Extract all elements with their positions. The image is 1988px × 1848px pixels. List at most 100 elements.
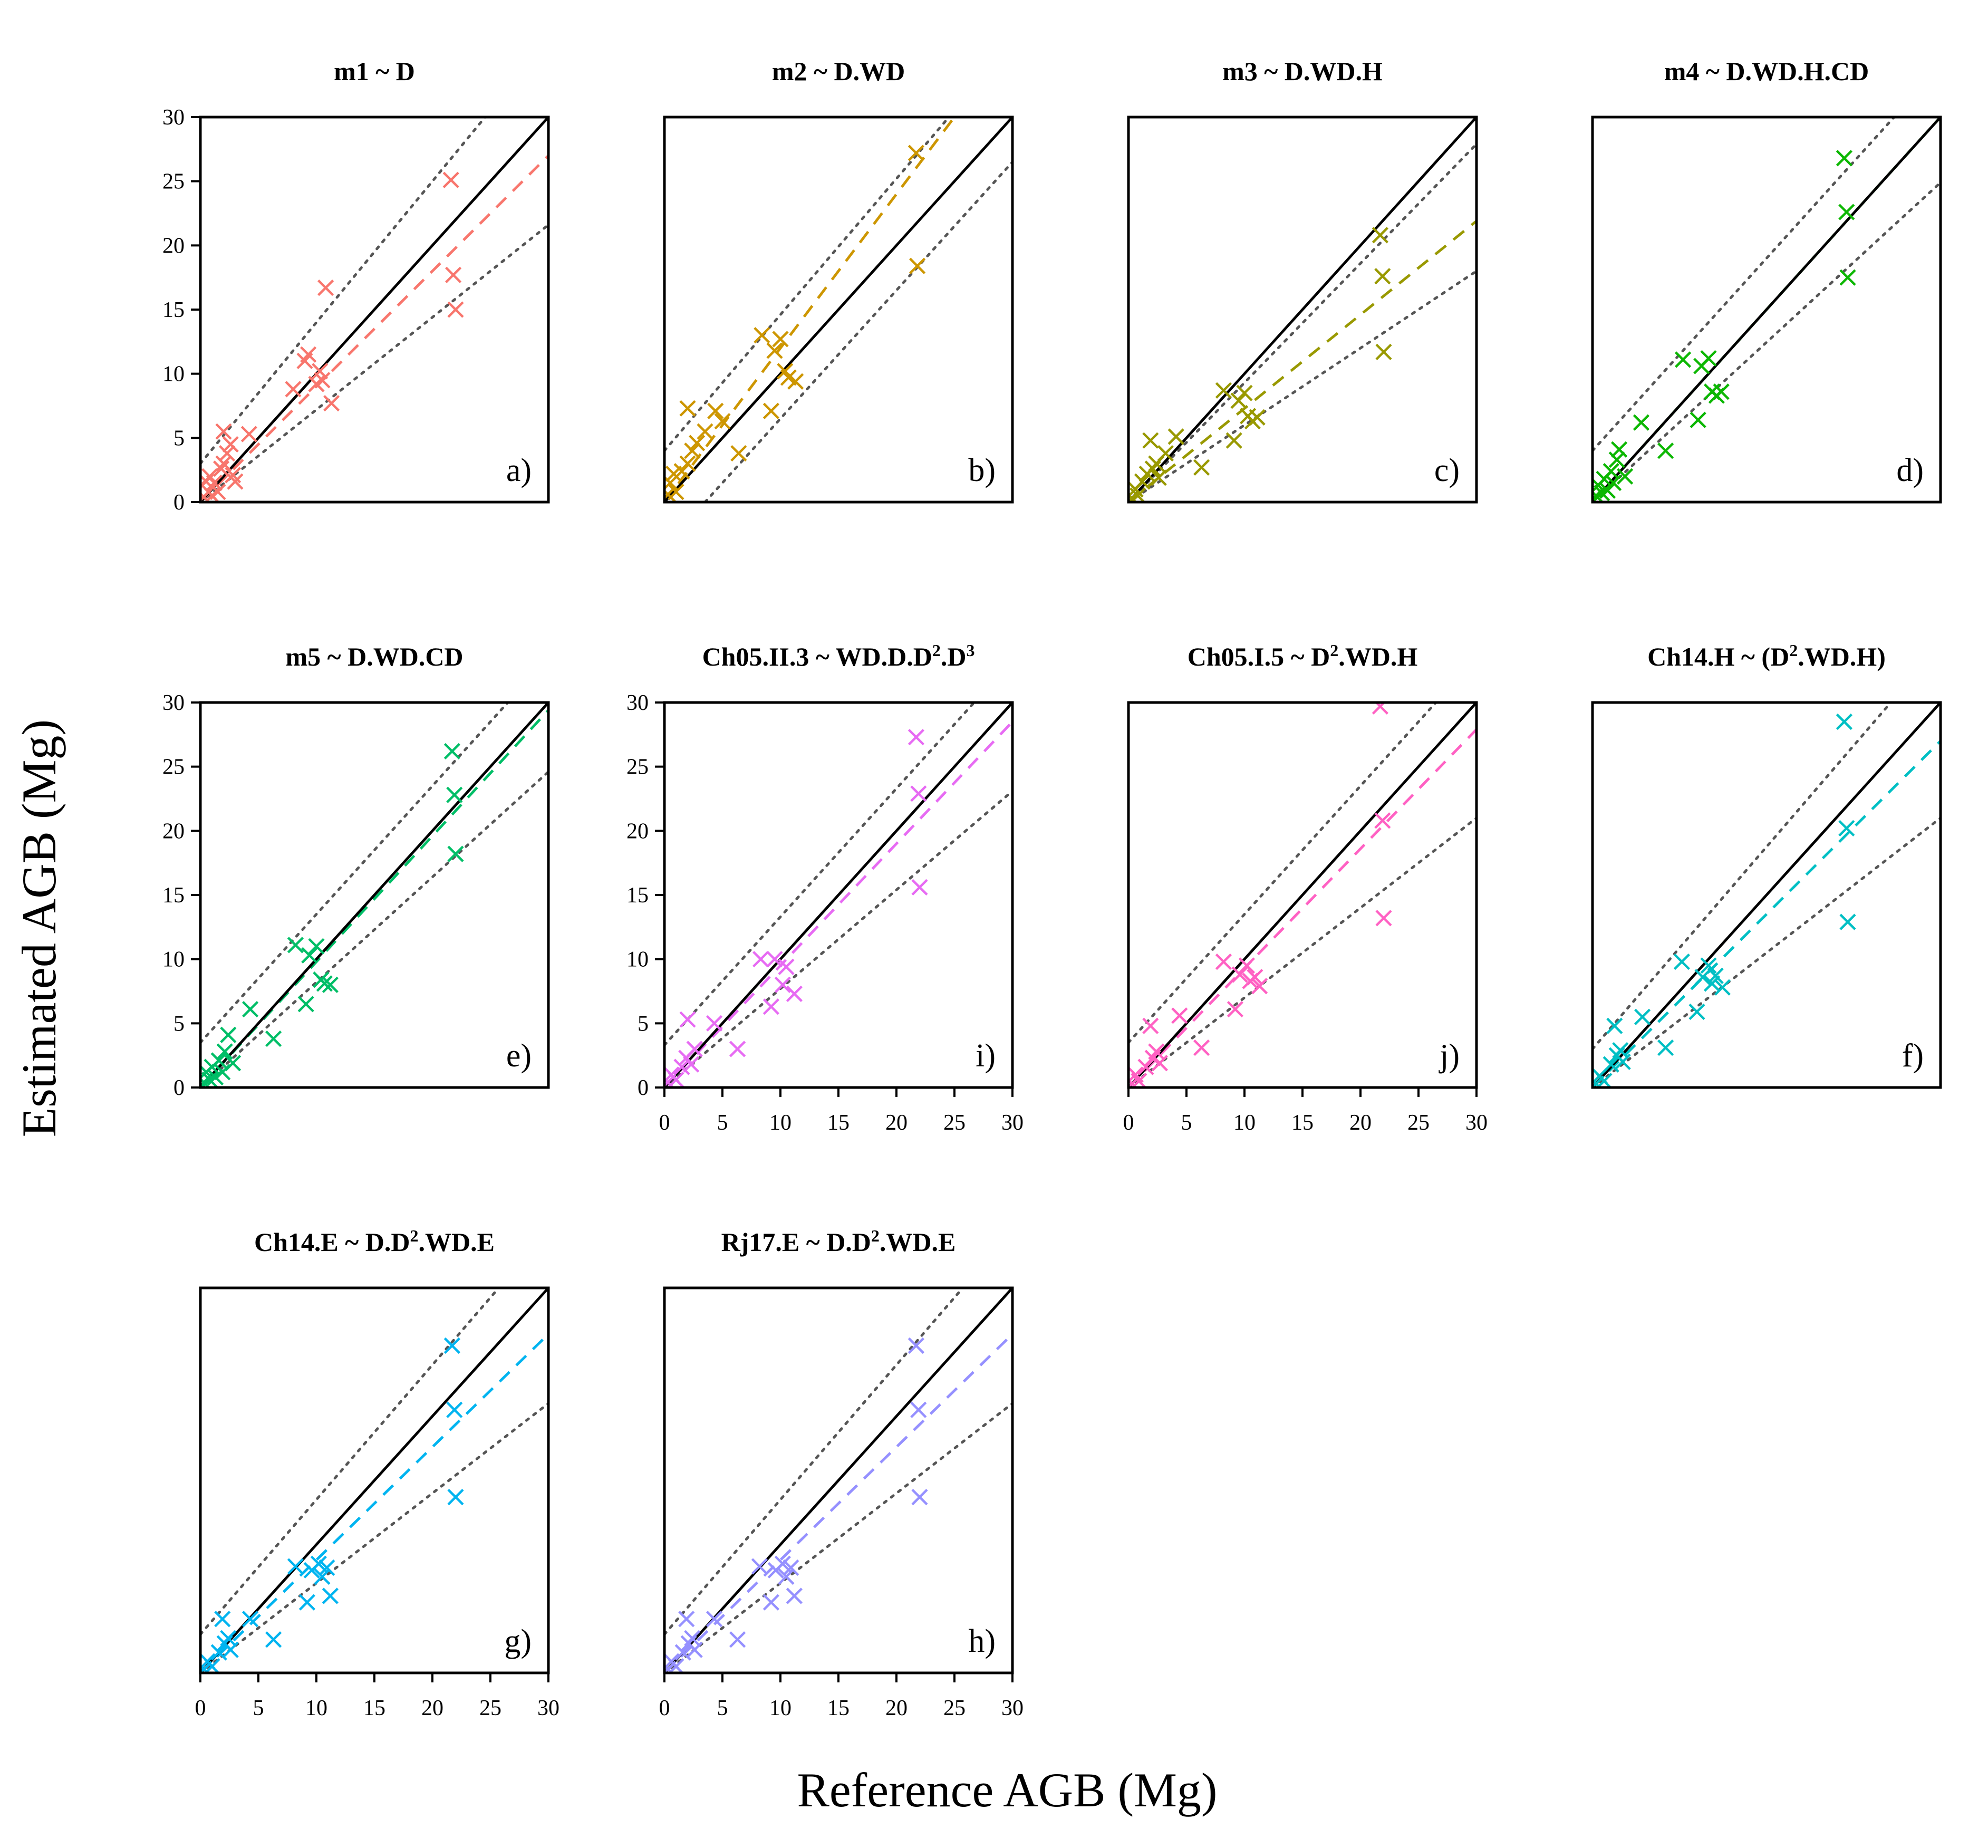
panel-title: Ch14.H ~ (D2.WD.H) (1647, 641, 1886, 671)
interval-line (1128, 702, 1437, 1044)
data-point (707, 402, 724, 419)
data-point (763, 1594, 779, 1611)
data-point (774, 976, 791, 993)
title-text: .WD.E (880, 1227, 956, 1257)
data-point (679, 400, 696, 417)
title-text: Ch05.II.3 ~ WD.D.D (702, 642, 932, 671)
data-point (1193, 1039, 1210, 1056)
interval-line (664, 1288, 964, 1636)
data-point (1375, 343, 1392, 360)
data-point (1171, 1007, 1188, 1024)
data-point (322, 976, 339, 993)
panel-label: d) (1896, 453, 1924, 488)
data-point (1700, 350, 1717, 367)
data-point (301, 947, 318, 964)
data-point (209, 483, 226, 500)
y-tick-label: 30 (626, 691, 649, 715)
y-axis-title: Estimated AGB (Mg) (12, 719, 66, 1137)
plot-area (1593, 117, 1941, 502)
data-point (300, 346, 317, 363)
data-point (1608, 451, 1625, 468)
data-point (215, 423, 232, 440)
data-point (310, 1555, 327, 1572)
data-point (909, 257, 926, 274)
y-tick-label: 20 (162, 819, 185, 843)
plot-area (200, 702, 548, 1087)
data-point (1148, 1043, 1165, 1060)
data-point (1193, 459, 1210, 476)
data-point (1617, 468, 1634, 485)
data-point (216, 1043, 233, 1060)
panel-title: m3 ~ D.WD.H (1222, 56, 1383, 86)
data-point (1372, 227, 1388, 244)
x-tick-label: 5 (717, 1696, 728, 1720)
data-point (1150, 469, 1167, 486)
interval-line (664, 1402, 1012, 1673)
x-tick-label: 5 (253, 1696, 264, 1720)
data-point (1230, 392, 1247, 409)
data-point (1231, 966, 1248, 983)
data-point (1227, 1000, 1243, 1018)
y-tick-label: 0 (173, 1076, 185, 1100)
title-superscript: 2 (871, 1226, 880, 1245)
y-tick-label: 25 (162, 755, 185, 779)
interval-line (1593, 181, 1941, 502)
data-point (443, 1337, 460, 1354)
data-point (1633, 414, 1649, 431)
interval-line (200, 223, 548, 502)
panel-frame (663, 116, 1014, 504)
data-point (1614, 1053, 1631, 1070)
y-tick-label: 10 (162, 948, 185, 972)
data-point (222, 436, 239, 453)
x-tick-label: 20 (421, 1696, 443, 1720)
x-tick-label: 0 (659, 1696, 670, 1720)
data-point (316, 975, 333, 992)
data-point (668, 1071, 684, 1087)
y-tick-label: 20 (162, 234, 185, 258)
data-point (1167, 428, 1184, 445)
data-point (1142, 432, 1159, 449)
one-to-one-line (664, 1288, 1012, 1673)
x-tick-label: 0 (659, 1111, 670, 1135)
panel-title: Ch05.II.3 ~ WD.D.D2.D3 (702, 641, 975, 671)
data-point (1714, 979, 1731, 996)
fit-line (1128, 728, 1476, 1087)
data-point (689, 435, 706, 451)
data-point (1238, 957, 1255, 974)
data-point (265, 1631, 282, 1648)
data-point (214, 1611, 231, 1628)
data-point (285, 381, 302, 398)
panel-m1: m1 ~ D a) 0 5 10 15 20 25 30 (162, 56, 550, 515)
data-point (910, 1401, 927, 1418)
plot-area (200, 1288, 548, 1673)
plot-area (200, 117, 548, 502)
data-point (1137, 1058, 1154, 1075)
panel-ch14-h: Ch14.H ~ (D2.WD.H) f) (1591, 641, 1942, 1089)
x-tick-label: 25 (1407, 1111, 1430, 1135)
panel-title: m5 ~ D.WD.CD (285, 642, 463, 671)
data-point (786, 985, 803, 1002)
y-tick-label: 30 (162, 105, 185, 130)
data-point (1130, 487, 1146, 502)
data-point (447, 1489, 464, 1506)
y-tick-label: 15 (626, 883, 649, 908)
data-point (668, 1658, 684, 1673)
one-to-one-line (200, 117, 548, 502)
data-point (1375, 910, 1392, 927)
x-tick-label: 0 (195, 1696, 206, 1720)
x-tick-label: 0 (1123, 1111, 1134, 1135)
data-point (908, 729, 924, 746)
title-superscript: 3 (966, 641, 974, 660)
y-tick-label: 25 (626, 755, 649, 779)
panel-title: Rj17.E ~ D.D2.WD.E (721, 1226, 956, 1257)
y-tick-label: 5 (173, 426, 185, 450)
data-point (314, 1568, 331, 1585)
data-point (684, 442, 701, 459)
interval-line (1128, 270, 1476, 502)
interval-line (200, 770, 548, 1087)
data-point (1236, 384, 1253, 401)
x-tick-label: 30 (1465, 1111, 1488, 1135)
plot-area (664, 117, 1012, 502)
data-point (1713, 383, 1730, 400)
panel-label: e) (506, 1038, 532, 1074)
